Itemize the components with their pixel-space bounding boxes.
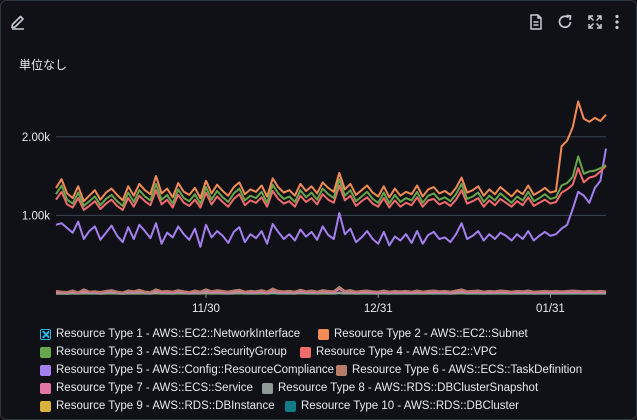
- legend-label: Resource Type 3 - AWS::EC2::SecurityGrou…: [56, 346, 287, 358]
- legend-label: Resource Type 2 - AWS::EC2::Subnet: [334, 328, 528, 340]
- legend-swatch: [318, 328, 329, 340]
- y-tick-label: 1.00k: [22, 210, 50, 222]
- expand-icon[interactable]: [586, 13, 604, 31]
- legend-swatch: [300, 346, 311, 358]
- legend-swatch: [40, 346, 51, 358]
- legend-label: Resource Type 9 - AWS::RDS::DBInstance: [56, 400, 275, 412]
- y-axis-unit-label: 単位なし: [19, 58, 68, 72]
- x-tick-label: 12/31: [364, 303, 393, 315]
- x-tick-label: 11/30: [192, 303, 220, 315]
- series-line-2: [55, 100, 607, 203]
- series-line-3: [55, 155, 607, 207]
- y-tick-label: 2.00k: [22, 132, 50, 144]
- legend-swatch: [40, 382, 51, 394]
- legend-item-4[interactable]: Resource Type 4 - AWS::EC2::VPC: [300, 346, 497, 358]
- legend-item-8[interactable]: Resource Type 8 - AWS::RDS::DBClusterSna…: [262, 382, 538, 394]
- refresh-icon[interactable]: [556, 13, 574, 31]
- legend-swatch: [40, 328, 51, 340]
- legend-item-2[interactable]: Resource Type 2 - AWS::EC2::Subnet: [318, 328, 528, 340]
- legend-item-6[interactable]: Resource Type 6 - AWS::ECS::TaskDefiniti…: [336, 364, 582, 376]
- document-icon[interactable]: [527, 13, 545, 31]
- more-vertical-icon[interactable]: [612, 13, 622, 31]
- legend-swatch: [285, 400, 296, 412]
- legend-item-7[interactable]: Resource Type 7 - AWS::ECS::Service: [40, 382, 253, 394]
- legend-swatch: [40, 364, 51, 376]
- legend-swatch: [40, 400, 51, 412]
- legend-item-9[interactable]: Resource Type 9 - AWS::RDS::DBInstance: [40, 400, 275, 412]
- legend-label: Resource Type 7 - AWS::ECS::Service: [56, 382, 253, 394]
- legend-item-10[interactable]: Resource Type 10 - AWS::RDS::DBCluster: [285, 400, 519, 412]
- legend-label: Resource Type 4 - AWS::EC2::VPC: [316, 346, 497, 358]
- legend-label: Resource Type 1 - AWS::EC2::NetworkInter…: [56, 328, 301, 340]
- line-chart: 1.00k 2.00k 11/30 12/31 01/31: [22, 100, 607, 315]
- pencil-icon[interactable]: [9, 13, 27, 31]
- legend-label: Resource Type 8 - AWS::RDS::DBClusterSna…: [278, 382, 539, 394]
- legend-swatch: [262, 382, 273, 394]
- legend-label: Resource Type 10 - AWS::RDS::DBCluster: [301, 400, 519, 412]
- legend-swatch: [336, 364, 347, 376]
- legend-item-3[interactable]: Resource Type 3 - AWS::EC2::SecurityGrou…: [40, 346, 287, 358]
- series-line-4: [55, 165, 607, 211]
- legend-label: Resource Type 6 - AWS::ECS::TaskDefiniti…: [352, 364, 583, 376]
- legend-label: Resource Type 5 - AWS::Config::ResourceC…: [56, 364, 335, 376]
- series-line-5: [55, 148, 607, 248]
- legend-item-1[interactable]: Resource Type 1 - AWS::EC2::NetworkInter…: [40, 328, 300, 340]
- legend-item-5[interactable]: Resource Type 5 - AWS::Config::ResourceC…: [40, 364, 334, 376]
- x-tick-label: 01/31: [536, 303, 565, 315]
- series-line-6: [55, 285, 607, 294]
